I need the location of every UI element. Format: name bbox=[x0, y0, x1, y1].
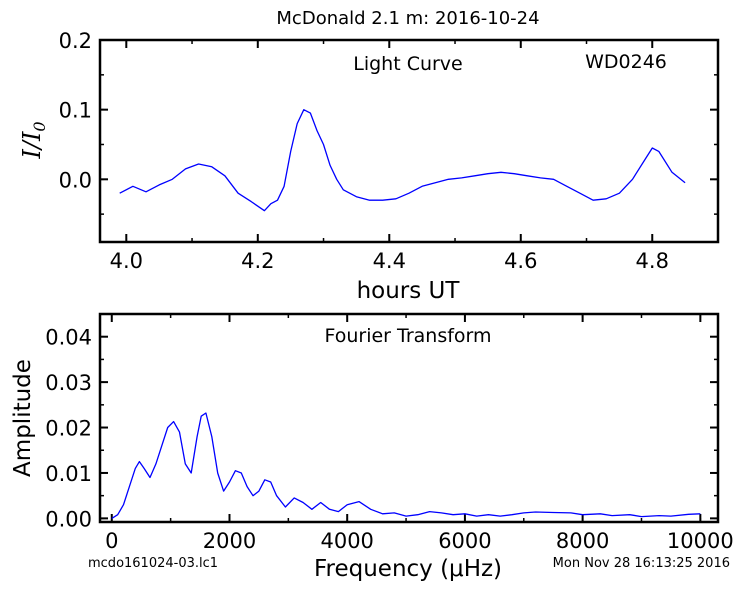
light-curve-xlabel: hours UT bbox=[357, 278, 461, 304]
y-tick-label: 0.2 bbox=[59, 29, 92, 53]
light-curve-line bbox=[119, 109, 686, 212]
fourier-ylabel: Amplitude bbox=[10, 359, 36, 477]
y-tick-label: 0.04 bbox=[45, 326, 92, 350]
y-tick-label: 0.01 bbox=[45, 462, 92, 486]
light-curve-annotation: Light Curve bbox=[353, 53, 463, 75]
light-curve-frame bbox=[98, 38, 720, 244]
x-tick-label: 2000 bbox=[203, 529, 256, 553]
x-tick-label: 10000 bbox=[667, 529, 734, 553]
ylabel-slash: / bbox=[18, 138, 46, 151]
x-tick-label: 4.2 bbox=[241, 249, 274, 273]
x-tick-label: 4.0 bbox=[110, 249, 143, 273]
x-tick-label: 4.4 bbox=[373, 249, 406, 273]
light-curve-ticks: 4.0 4.2 4.4 4.6 4.8 0.0 0.1 0.2 bbox=[59, 29, 719, 273]
fourier-ticks: 0 2000 4000 6000 8000 10000 0.00 0.01 0.02 0.03 0.… bbox=[45, 313, 734, 553]
x-tick-label: 4.8 bbox=[636, 249, 669, 273]
ylabel-symbol-i0: I bbox=[18, 131, 46, 142]
x-tick-label: 8000 bbox=[556, 529, 609, 553]
ylabel-symbol-i: I bbox=[18, 149, 46, 160]
x-tick-label: 0 bbox=[105, 529, 118, 553]
x-tick-label: 6000 bbox=[438, 529, 491, 553]
y-tick-label: 0.02 bbox=[45, 417, 92, 441]
x-tick-label: 4000 bbox=[320, 529, 373, 553]
x-tick-label: 4.6 bbox=[504, 249, 537, 273]
fourier-xlabel: Frequency (μHz) bbox=[314, 556, 502, 582]
fourier-frame bbox=[98, 312, 720, 524]
target-label: WD0246 bbox=[585, 51, 667, 73]
light-curve-panel: 4.0 4.2 4.4 4.6 4.8 0.0 0.1 0.2 Light Curve WD0… bbox=[18, 29, 720, 304]
footer-filename: mcdo161024-03.lc1 bbox=[88, 556, 218, 571]
footer-timestamp: Mon Nov 28 16:13:25 2016 bbox=[553, 556, 730, 571]
light-curve-ylabel: I/I0 bbox=[18, 121, 49, 159]
y-tick-label: 0.1 bbox=[59, 99, 92, 123]
y-tick-label: 0.03 bbox=[45, 371, 92, 395]
figure-title: McDonald 2.1 m: 2016-10-24 bbox=[276, 8, 539, 29]
y-tick-label: 0.00 bbox=[45, 507, 92, 531]
fourier-line bbox=[111, 412, 701, 519]
fourier-transform-panel: 0 2000 4000 6000 8000 10000 0.00 0.01 0.02 0.03 0.… bbox=[10, 312, 734, 582]
y-tick-label: 0.0 bbox=[59, 168, 92, 192]
ylabel-subscript: 0 bbox=[30, 121, 49, 131]
fourier-annotation: Fourier Transform bbox=[324, 325, 491, 347]
